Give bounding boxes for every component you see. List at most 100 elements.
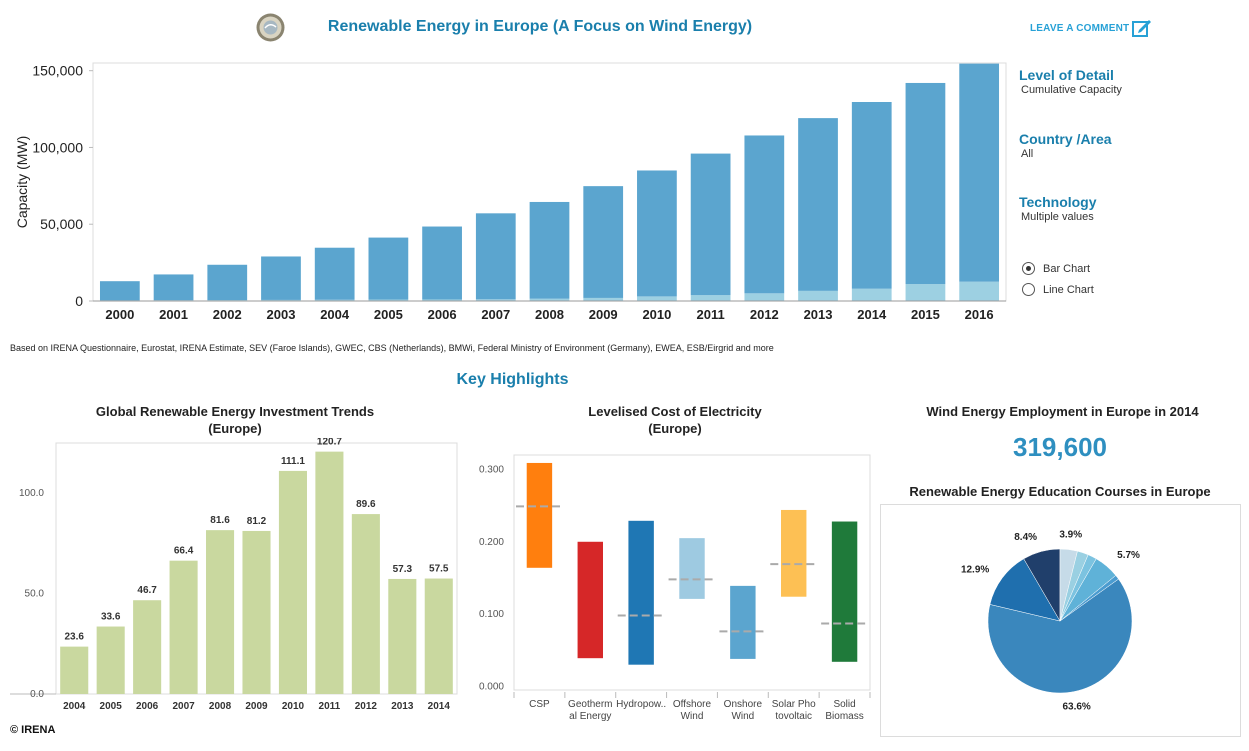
bar-chart-radio-label: Bar Chart bbox=[1043, 262, 1091, 275]
capacity-bar bbox=[851, 102, 892, 289]
capacity-bar bbox=[422, 299, 462, 301]
x-tick-label: Onshore bbox=[724, 699, 763, 710]
capacity-bar bbox=[583, 297, 624, 301]
x-tick-label: 2002 bbox=[213, 307, 242, 322]
data-label: 81.2 bbox=[247, 516, 267, 527]
capacity-bar bbox=[261, 299, 301, 301]
data-label: 57.3 bbox=[393, 564, 413, 575]
x-tick-label: 2012 bbox=[750, 307, 779, 322]
x-tick-label: 2004 bbox=[320, 307, 350, 322]
lcoe-title-line-2: (Europe) bbox=[648, 421, 702, 436]
capacity-bar bbox=[959, 281, 1000, 301]
bar-chart-radio[interactable]: Bar Chart bbox=[1022, 262, 1090, 275]
investment-bar bbox=[424, 578, 453, 694]
x-tick-label: 2013 bbox=[804, 307, 833, 322]
lcoe-range-bar bbox=[679, 538, 705, 599]
x-tick-label: 2007 bbox=[172, 701, 195, 712]
capacity-bar bbox=[368, 299, 409, 301]
country-area-value[interactable]: All bbox=[1021, 148, 1034, 160]
x-tick-label: 2014 bbox=[428, 701, 451, 712]
capacity-bar bbox=[368, 237, 409, 300]
pie-label: 12.9% bbox=[961, 565, 989, 576]
radio-selected-icon bbox=[1022, 262, 1035, 275]
y-tick-label: 50.0 bbox=[25, 589, 45, 600]
data-label: 33.6 bbox=[101, 612, 121, 623]
radio-unselected-icon bbox=[1022, 283, 1035, 296]
line-chart-radio[interactable]: Line Chart bbox=[1022, 283, 1094, 296]
capacity-bar bbox=[207, 264, 248, 301]
lcoe-chart-title: Levelised Cost of Electricity (Europe) bbox=[500, 403, 850, 437]
source-note: Based on IRENA Questionnaire, Eurostat, … bbox=[10, 343, 774, 353]
capacity-bar bbox=[905, 284, 946, 301]
capacity-bar bbox=[261, 256, 301, 300]
capacity-bar bbox=[690, 295, 731, 301]
investment-bar bbox=[388, 578, 417, 694]
capacity-bar bbox=[798, 290, 838, 301]
lcoe-range-bar bbox=[577, 541, 603, 659]
x-tick-label: 2009 bbox=[245, 701, 268, 712]
x-tick-label: 2011 bbox=[697, 307, 725, 322]
data-label: 46.7 bbox=[137, 585, 157, 596]
lcoe-range-bar bbox=[628, 520, 654, 665]
capacity-bar bbox=[475, 299, 516, 301]
x-tick-label: 2016 bbox=[965, 307, 994, 322]
x-tick-label: 2008 bbox=[535, 307, 564, 322]
pie-slice bbox=[1059, 575, 1119, 622]
capacity-bar bbox=[314, 299, 355, 301]
capacity-bar bbox=[314, 247, 355, 300]
capacity-bar bbox=[637, 170, 677, 297]
capacity-bar bbox=[422, 226, 462, 300]
x-tick-label: 2006 bbox=[428, 307, 457, 322]
investment-bar bbox=[60, 646, 89, 694]
capacity-bar bbox=[475, 213, 516, 300]
x-tick-label: Wind bbox=[731, 711, 754, 722]
investment-bar bbox=[133, 600, 162, 694]
investment-bar bbox=[169, 560, 198, 694]
x-tick-label: Hydropow.. bbox=[616, 699, 666, 710]
y-tick-label: 100.0 bbox=[19, 488, 44, 499]
x-tick-label: 2010 bbox=[642, 307, 671, 322]
x-tick-label: CSP bbox=[529, 699, 550, 710]
key-highlights-title: Key Highlights bbox=[456, 371, 569, 388]
pie-label: 3.9% bbox=[1059, 530, 1082, 541]
x-tick-label: 2000 bbox=[105, 307, 134, 322]
x-tick-label: Solar Pho bbox=[772, 699, 816, 710]
y-tick-label: 0 bbox=[75, 293, 83, 309]
pie-label: 5.7% bbox=[1117, 550, 1140, 561]
y-tick-label: 0.0 bbox=[30, 689, 44, 700]
line-chart-radio-label: Line Chart bbox=[1043, 283, 1094, 296]
x-tick-label: Offshore bbox=[673, 699, 712, 710]
data-label: 57.5 bbox=[429, 564, 449, 575]
capacity-bar bbox=[798, 118, 838, 291]
investment-bar bbox=[242, 530, 271, 694]
capacity-bar bbox=[690, 153, 731, 296]
x-tick-label: Biomass bbox=[825, 711, 863, 722]
y-tick-label: 0.200 bbox=[479, 537, 504, 548]
x-tick-label: 2005 bbox=[374, 307, 403, 322]
leave-comment-button[interactable]: LEAVE A COMMENT bbox=[1030, 18, 1155, 40]
page-title: Renewable Energy in Europe (A Focus on W… bbox=[327, 18, 753, 35]
lcoe-range-bar bbox=[730, 585, 756, 659]
y-tick-label: 0.000 bbox=[479, 681, 504, 692]
technology-value[interactable]: Multiple values bbox=[1021, 211, 1094, 223]
leave-comment-label: LEAVE A COMMENT bbox=[1030, 23, 1130, 34]
y-tick-label: 100,000 bbox=[32, 139, 83, 155]
pie-label: 63.6% bbox=[1062, 701, 1090, 712]
y-axis-label: Capacity (MW) bbox=[14, 136, 30, 229]
investment-bar bbox=[315, 451, 344, 694]
capacity-bar bbox=[744, 135, 785, 294]
x-tick-label: 2009 bbox=[589, 307, 618, 322]
copyright: © IRENA bbox=[10, 724, 56, 736]
capacity-bar bbox=[744, 293, 785, 301]
employment-title: Wind Energy Employment in Europe in 2014 bbox=[926, 404, 1199, 419]
level-of-detail-value[interactable]: Cumulative Capacity bbox=[1021, 84, 1122, 96]
investment-bar bbox=[351, 514, 380, 694]
employment-value: 319,600 bbox=[1013, 432, 1107, 462]
investment-bar bbox=[206, 530, 235, 694]
level-of-detail-label: Level of Detail bbox=[1019, 67, 1114, 83]
capacity-bar bbox=[959, 63, 1000, 282]
x-tick-label: 2011 bbox=[319, 701, 341, 712]
x-tick-label: 2005 bbox=[100, 701, 123, 712]
x-tick-label: 2003 bbox=[267, 307, 296, 322]
